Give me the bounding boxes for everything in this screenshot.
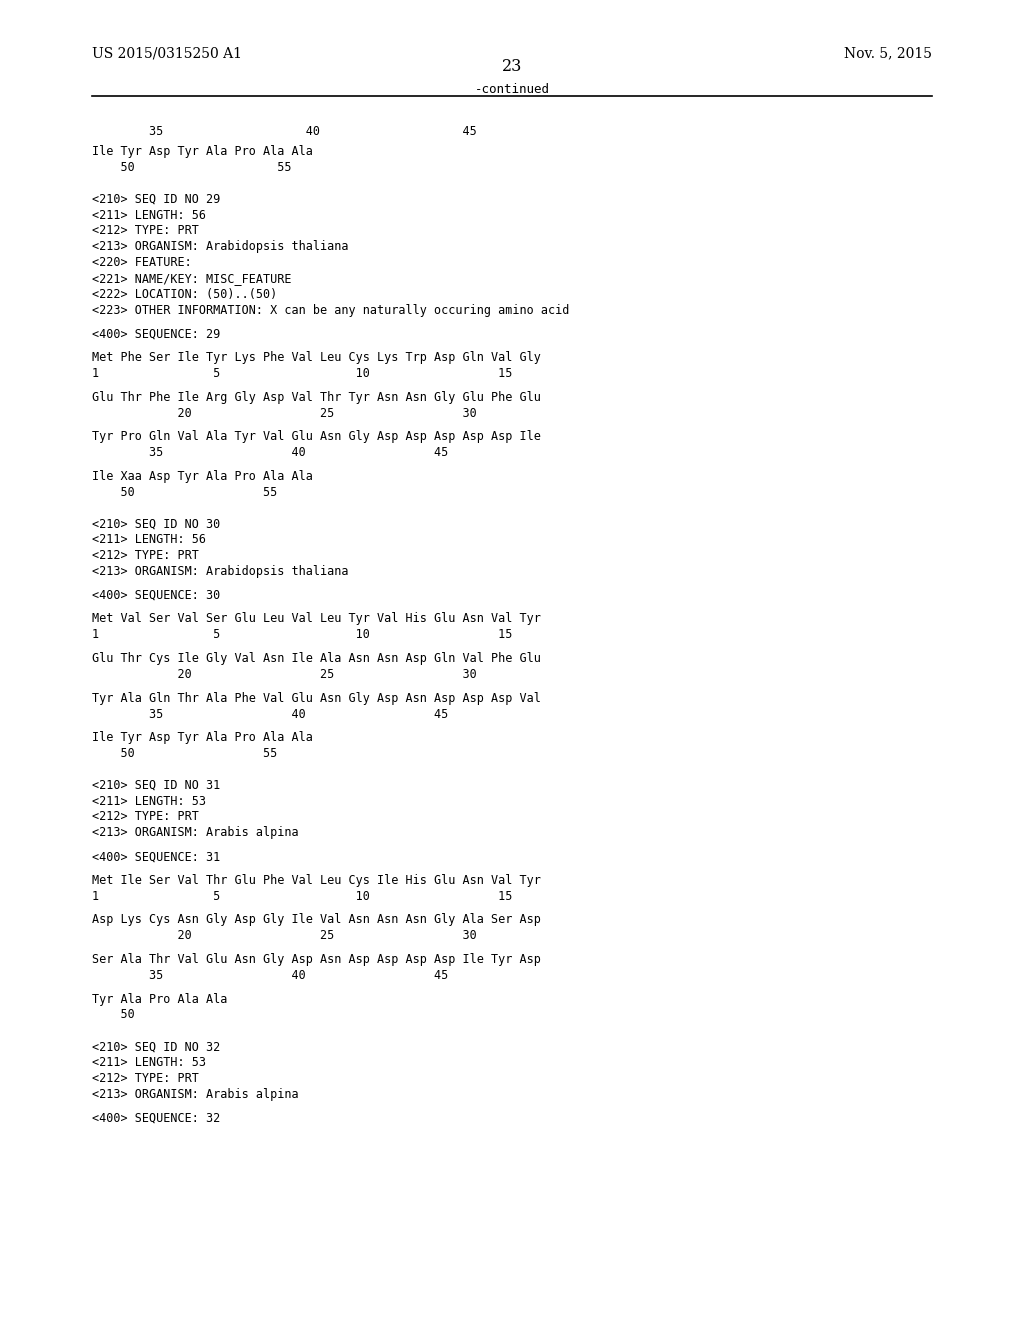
Text: Met Val Ser Val Ser Glu Leu Val Leu Tyr Val His Glu Asn Val Tyr: Met Val Ser Val Ser Glu Leu Val Leu Tyr … (92, 612, 541, 626)
Text: 20                  25                  30: 20 25 30 (92, 929, 477, 942)
Text: 20                  25                  30: 20 25 30 (92, 668, 477, 681)
Text: -continued: -continued (474, 83, 550, 96)
Text: 20                  25                  30: 20 25 30 (92, 407, 477, 420)
Text: <213> ORGANISM: Arabidopsis thaliana: <213> ORGANISM: Arabidopsis thaliana (92, 240, 348, 253)
Text: Tyr Pro Gln Val Ala Tyr Val Glu Asn Gly Asp Asp Asp Asp Asp Ile: Tyr Pro Gln Val Ala Tyr Val Glu Asn Gly … (92, 430, 541, 444)
Text: 35                  40                  45: 35 40 45 (92, 969, 449, 982)
Text: US 2015/0315250 A1: US 2015/0315250 A1 (92, 46, 242, 61)
Text: Nov. 5, 2015: Nov. 5, 2015 (844, 46, 932, 61)
Text: <210> SEQ ID NO 31: <210> SEQ ID NO 31 (92, 779, 220, 792)
Text: 35                  40                  45: 35 40 45 (92, 446, 449, 459)
Text: <212> TYPE: PRT: <212> TYPE: PRT (92, 1072, 199, 1085)
Text: <213> ORGANISM: Arabidopsis thaliana: <213> ORGANISM: Arabidopsis thaliana (92, 565, 348, 578)
Text: <210> SEQ ID NO 32: <210> SEQ ID NO 32 (92, 1040, 220, 1053)
Text: <211> LENGTH: 56: <211> LENGTH: 56 (92, 533, 206, 546)
Text: 35                    40                    45: 35 40 45 (92, 125, 477, 139)
Text: <400> SEQUENCE: 29: <400> SEQUENCE: 29 (92, 327, 220, 341)
Text: <222> LOCATION: (50)..(50): <222> LOCATION: (50)..(50) (92, 288, 278, 301)
Text: Met Phe Ser Ile Tyr Lys Phe Val Leu Cys Lys Trp Asp Gln Val Gly: Met Phe Ser Ile Tyr Lys Phe Val Leu Cys … (92, 351, 541, 364)
Text: 50                    55: 50 55 (92, 161, 292, 174)
Text: Ser Ala Thr Val Glu Asn Gly Asp Asn Asp Asp Asp Asp Ile Tyr Asp: Ser Ala Thr Val Glu Asn Gly Asp Asn Asp … (92, 953, 541, 966)
Text: Ile Tyr Asp Tyr Ala Pro Ala Ala: Ile Tyr Asp Tyr Ala Pro Ala Ala (92, 145, 313, 158)
Text: Tyr Ala Pro Ala Ala: Tyr Ala Pro Ala Ala (92, 993, 227, 1006)
Text: Ile Tyr Asp Tyr Ala Pro Ala Ala: Ile Tyr Asp Tyr Ala Pro Ala Ala (92, 731, 313, 744)
Text: 35                  40                  45: 35 40 45 (92, 708, 449, 721)
Text: <211> LENGTH: 53: <211> LENGTH: 53 (92, 795, 206, 808)
Text: <400> SEQUENCE: 31: <400> SEQUENCE: 31 (92, 850, 220, 863)
Text: <210> SEQ ID NO 30: <210> SEQ ID NO 30 (92, 517, 220, 531)
Text: Ile Xaa Asp Tyr Ala Pro Ala Ala: Ile Xaa Asp Tyr Ala Pro Ala Ala (92, 470, 313, 483)
Text: <400> SEQUENCE: 30: <400> SEQUENCE: 30 (92, 589, 220, 602)
Text: Asp Lys Cys Asn Gly Asp Gly Ile Val Asn Asn Asn Gly Ala Ser Asp: Asp Lys Cys Asn Gly Asp Gly Ile Val Asn … (92, 913, 541, 927)
Text: 1                5                   10                  15: 1 5 10 15 (92, 628, 513, 642)
Text: 50                  55: 50 55 (92, 486, 278, 499)
Text: 23: 23 (502, 58, 522, 75)
Text: <400> SEQUENCE: 32: <400> SEQUENCE: 32 (92, 1111, 220, 1125)
Text: <211> LENGTH: 53: <211> LENGTH: 53 (92, 1056, 206, 1069)
Text: 1                5                   10                  15: 1 5 10 15 (92, 890, 513, 903)
Text: <213> ORGANISM: Arabis alpina: <213> ORGANISM: Arabis alpina (92, 1088, 299, 1101)
Text: <213> ORGANISM: Arabis alpina: <213> ORGANISM: Arabis alpina (92, 826, 299, 840)
Text: Met Ile Ser Val Thr Glu Phe Val Leu Cys Ile His Glu Asn Val Tyr: Met Ile Ser Val Thr Glu Phe Val Leu Cys … (92, 874, 541, 887)
Text: <212> TYPE: PRT: <212> TYPE: PRT (92, 549, 199, 562)
Text: 50                  55: 50 55 (92, 747, 278, 760)
Text: <223> OTHER INFORMATION: X can be any naturally occuring amino acid: <223> OTHER INFORMATION: X can be any na… (92, 304, 569, 317)
Text: <212> TYPE: PRT: <212> TYPE: PRT (92, 224, 199, 238)
Text: <210> SEQ ID NO 29: <210> SEQ ID NO 29 (92, 193, 220, 206)
Text: Tyr Ala Gln Thr Ala Phe Val Glu Asn Gly Asp Asn Asp Asp Asp Val: Tyr Ala Gln Thr Ala Phe Val Glu Asn Gly … (92, 692, 541, 705)
Text: <220> FEATURE:: <220> FEATURE: (92, 256, 191, 269)
Text: 50: 50 (92, 1008, 135, 1022)
Text: Glu Thr Phe Ile Arg Gly Asp Val Thr Tyr Asn Asn Gly Glu Phe Glu: Glu Thr Phe Ile Arg Gly Asp Val Thr Tyr … (92, 391, 541, 404)
Text: 1                5                   10                  15: 1 5 10 15 (92, 367, 513, 380)
Text: <211> LENGTH: 56: <211> LENGTH: 56 (92, 209, 206, 222)
Text: <221> NAME/KEY: MISC_FEATURE: <221> NAME/KEY: MISC_FEATURE (92, 272, 292, 285)
Text: Glu Thr Cys Ile Gly Val Asn Ile Ala Asn Asn Asp Gln Val Phe Glu: Glu Thr Cys Ile Gly Val Asn Ile Ala Asn … (92, 652, 541, 665)
Text: <212> TYPE: PRT: <212> TYPE: PRT (92, 810, 199, 824)
